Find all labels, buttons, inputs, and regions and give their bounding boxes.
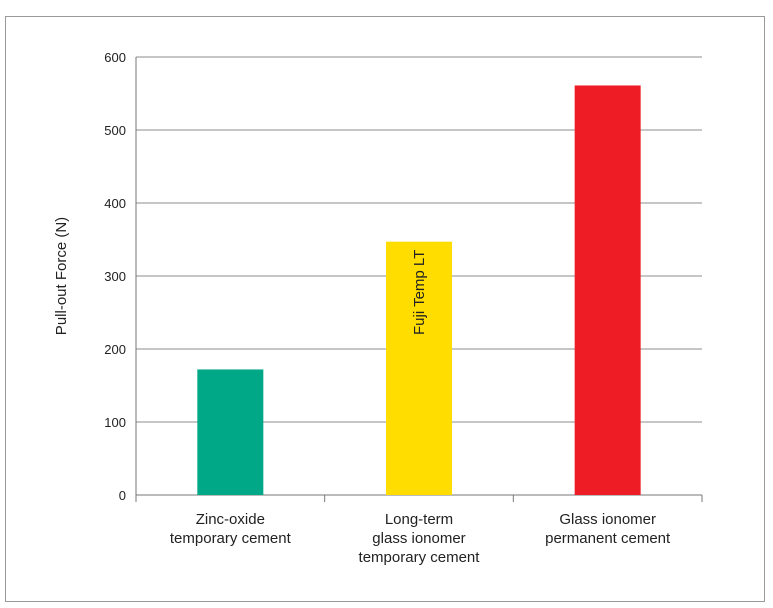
category-label-1: Long-term glass ionomer temporary cement xyxy=(359,511,481,566)
category-label-line: glass ionomer xyxy=(372,530,465,547)
bar-2 xyxy=(574,85,641,495)
category-label-0: Zinc-oxide temporary cement xyxy=(170,511,292,547)
bar-label-1: Fuji Temp LT xyxy=(411,250,428,335)
bar-labels: Fuji Temp LT xyxy=(411,250,428,335)
category-labels: Zinc-oxide temporary cement Long-term glass… xyxy=(170,511,671,566)
bars xyxy=(197,85,641,495)
y-tick-label: 200 xyxy=(104,342,126,357)
bar-1 xyxy=(386,241,452,495)
y-tick-label: 400 xyxy=(104,196,126,211)
y-tick-label: 500 xyxy=(104,123,126,138)
category-label-2: Glass ionomer permanent cement xyxy=(545,511,671,547)
y-tick-labels: 0 100 200 300 400 500 600 xyxy=(104,50,126,503)
y-axis-label: Pull-out Force (N) xyxy=(53,217,70,335)
category-label-line: Long-term xyxy=(385,511,453,528)
y-tick-label: 300 xyxy=(104,269,126,284)
category-label-line: temporary cement xyxy=(359,549,481,566)
category-label-line: Glass ionomer xyxy=(559,511,656,528)
bar-0 xyxy=(197,369,264,495)
category-label-line: temporary cement xyxy=(170,530,292,547)
category-label-line: permanent cement xyxy=(545,530,671,547)
y-tick-label: 0 xyxy=(119,488,126,503)
category-label-line: Zinc-oxide xyxy=(196,511,265,528)
y-tick-label: 100 xyxy=(104,415,126,430)
y-tick-label: 600 xyxy=(104,50,126,65)
